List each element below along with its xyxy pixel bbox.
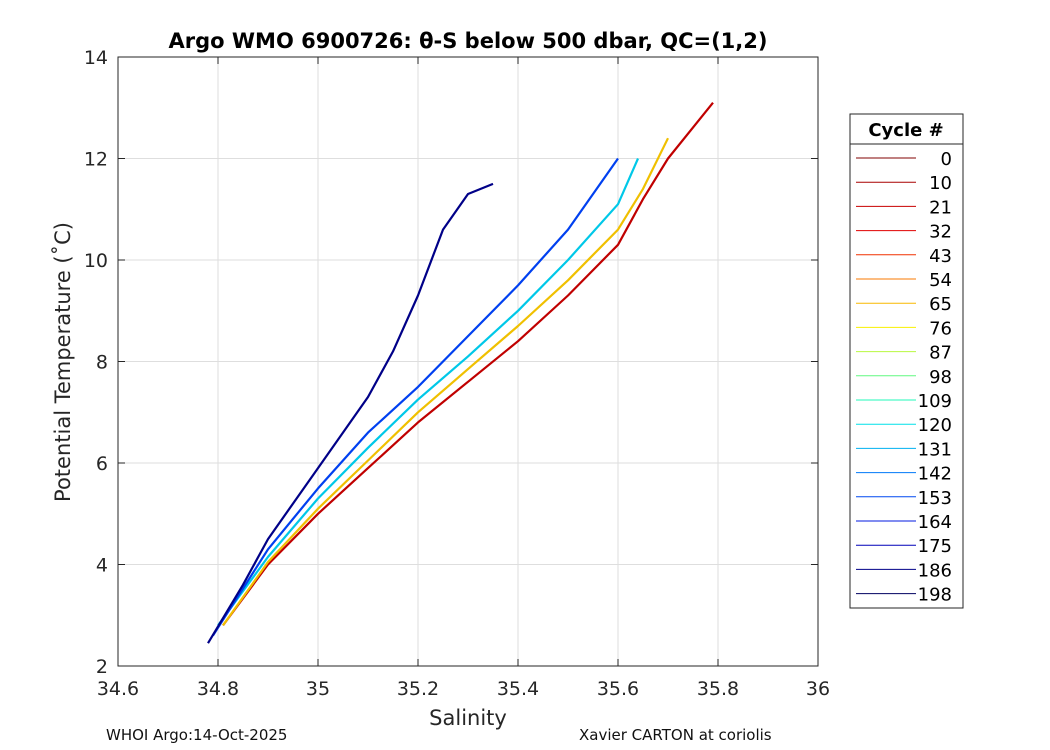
y-tick-label: 10 (84, 250, 108, 272)
legend-entry-label: 98 (929, 367, 952, 388)
legend-entry-label: 175 (918, 536, 952, 557)
x-tick-label: 34.6 (97, 678, 139, 700)
legend-entry-label: 65 (929, 294, 952, 315)
x-axis-ticks: 34.6 34.8 35 35.2 35.4 35.6 35.8 36 (97, 57, 830, 700)
legend-entry-label: 109 (918, 391, 952, 412)
legend-box (849, 113, 964, 609)
footer-operator: Xavier CARTON at coriolis (579, 726, 772, 744)
y-tick-label: 12 (84, 149, 108, 171)
legend-entries: 0 10 21 32 43 54 65 76 87 98 109 120 131 142 153 164 175… (856, 149, 952, 606)
footer-credit: WHOI Argo:14-Oct-2025 (106, 726, 288, 744)
series-line-1 (222, 137, 669, 627)
legend-entry-label: 43 (929, 246, 952, 267)
x-tick-label: 34.8 (197, 678, 239, 700)
y-tick-label: 4 (96, 555, 108, 577)
legend-entry-label: 142 (918, 464, 952, 485)
y-tick-label: 2 (96, 656, 108, 678)
legend-entry-label: 10 (929, 173, 952, 194)
grid (118, 57, 818, 666)
x-tick-label: 35.6 (597, 678, 639, 700)
legend-entry-label: 153 (918, 488, 952, 509)
x-tick-label: 35 (306, 678, 330, 700)
y-tick-label: 8 (96, 352, 108, 374)
legend-entry-label: 21 (929, 197, 952, 218)
series-lines (207, 102, 714, 644)
legend: Cycle # 0 10 21 32 43 54 65 76 87 98 109 120 131 142 1… (849, 113, 964, 609)
x-tick-label: 35.8 (697, 678, 739, 700)
series-line-2 (217, 158, 640, 627)
x-tick-label: 35.4 (497, 678, 539, 700)
x-axis-label: Salinity (429, 706, 507, 730)
legend-title: Cycle # (868, 120, 943, 141)
y-tick-label: 14 (84, 47, 108, 69)
chart-title: Argo WMO 6900726: θ-S below 500 dbar, QC… (169, 29, 768, 53)
series-line-4 (207, 182, 494, 644)
legend-entry-label: 0 (941, 149, 952, 170)
legend-entry-label: 120 (918, 415, 952, 436)
legend-entry-label: 198 (918, 585, 952, 606)
y-axis-ticks: 2 4 6 8 10 12 14 (84, 47, 818, 678)
y-axis-label: Potential Temperature (˚C) (51, 222, 75, 502)
legend-entry-label: 87 (929, 343, 952, 364)
series-line-3 (212, 157, 619, 637)
legend-entry-label: 76 (929, 318, 952, 339)
x-tick-label: 36 (806, 678, 830, 700)
legend-entry-label: 186 (918, 560, 952, 581)
y-tick-label: 6 (96, 453, 108, 475)
x-tick-label: 35.2 (397, 678, 439, 700)
legend-entry-label: 32 (929, 222, 952, 243)
legend-entry-label: 164 (918, 512, 952, 533)
legend-entry-label: 54 (929, 270, 952, 291)
legend-entry-label: 131 (918, 439, 952, 460)
series-line-0 (222, 102, 714, 627)
